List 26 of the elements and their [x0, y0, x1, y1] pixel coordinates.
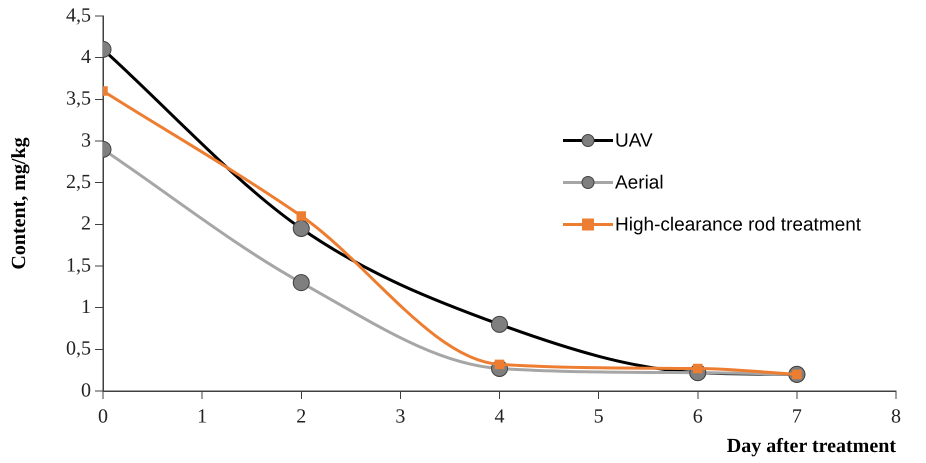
point [296, 211, 306, 221]
legend-label: UAV [615, 130, 653, 152]
x-tick-label: 6 [692, 405, 703, 428]
x-tick-label: 7 [792, 405, 802, 428]
x-axis-title: Day after treatment [726, 435, 896, 458]
y-tick-label: 1 [81, 296, 91, 318]
x-tick-label: 1 [197, 405, 208, 428]
y-tick-label: 0 [81, 379, 91, 402]
y-tick-label: 0,5 [66, 338, 91, 360]
y-tick-label: 3 [81, 129, 91, 152]
legend-label: Aerial [615, 172, 664, 194]
x-tick-label: 0 [98, 405, 108, 428]
y-tick-label: 1,5 [66, 254, 91, 276]
x-tick-label: 4 [494, 405, 504, 428]
y-tick-label: 4 [81, 46, 91, 68]
point [292, 274, 310, 292]
y-tick-label: 3,5 [66, 88, 91, 110]
y-axis-title: Content, mg/kg [8, 137, 30, 270]
y-tick-label: 2 [81, 212, 91, 235]
x-tick-label: 5 [594, 405, 604, 428]
y-tick-label: 4,5 [66, 4, 91, 26]
x-tick-label: 2 [296, 405, 306, 428]
x-tick-label: 3 [395, 405, 406, 428]
legend-label: High-clearance rod treatment [615, 214, 862, 236]
x-tick-label: 8 [891, 405, 901, 428]
y-tick-label: 2,5 [66, 170, 91, 193]
